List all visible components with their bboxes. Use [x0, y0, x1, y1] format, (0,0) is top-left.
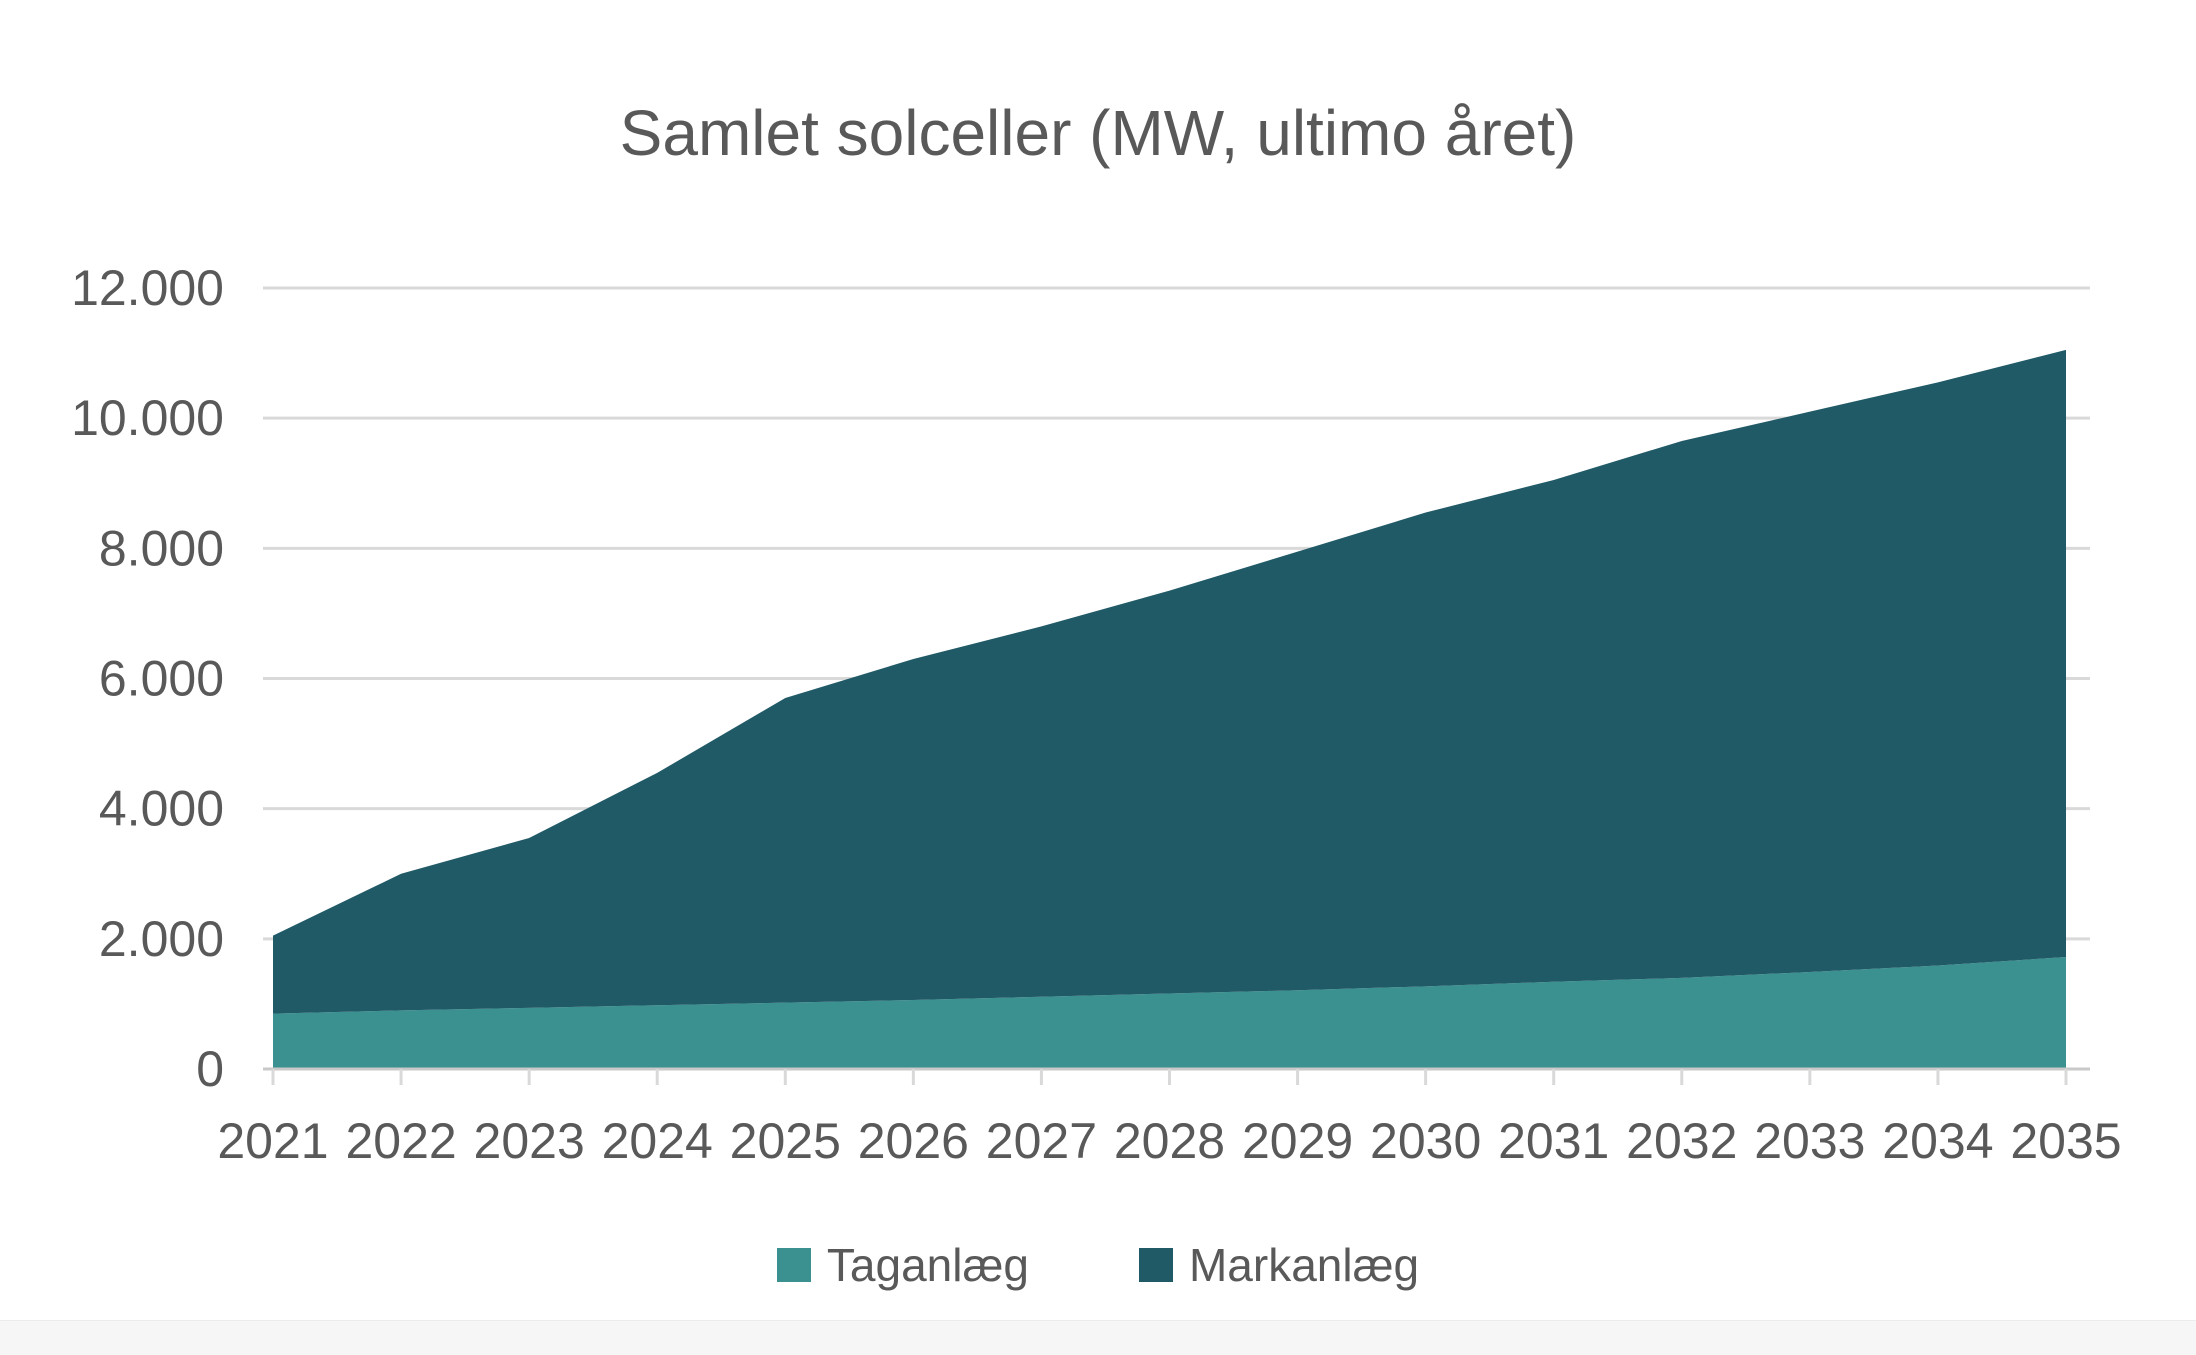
x-tick-label-2028: 2028: [1114, 1113, 1225, 1169]
x-tick-label-2030: 2030: [1370, 1113, 1481, 1169]
x-tick-label-2026: 2026: [858, 1113, 969, 1169]
window-edge: [0, 1320, 2196, 1355]
x-tick-label-2021: 2021: [217, 1113, 328, 1169]
legend-item-markanlaeg: Markanlæg: [1138, 1238, 1420, 1292]
x-tick-label-2033: 2033: [1754, 1113, 1865, 1169]
area-markanlaeg: [273, 349, 2066, 1014]
y-tick-label-10000: 10.000: [71, 390, 224, 446]
x-tick-label-2025: 2025: [730, 1113, 841, 1169]
y-tick-label-0: 0: [196, 1041, 224, 1097]
x-tick-label-2032: 2032: [1626, 1113, 1737, 1169]
x-tick-label-2034: 2034: [1882, 1113, 1993, 1169]
y-axis-labels: 0 2.000 4.000 6.000 8.000 10.000 12.000: [71, 260, 224, 1097]
legend-swatch-taganlaeg: [776, 1248, 811, 1282]
x-tick-label-2024: 2024: [602, 1113, 713, 1169]
y-tick-label-8000: 8.000: [99, 520, 224, 576]
x-axis-labels: 2021 2022 2023 2024 2025 2026 2027 2028 2029 2030…: [217, 1113, 2121, 1169]
chart-title: Samlet solceller (MW, ultimo året): [619, 97, 1577, 169]
legend-label-markanlaeg: Markanlæg: [1188, 1239, 1420, 1291]
y-tick-label-6000: 6.000: [99, 651, 224, 707]
legend: Taganlæg Markanlæg: [0, 1238, 2196, 1292]
area-taganlaeg: [273, 957, 2066, 1069]
legend-item-taganlaeg: Taganlæg: [776, 1238, 1029, 1292]
x-tick-label-2029: 2029: [1242, 1113, 1353, 1169]
legend-label-taganlaeg: Taganlæg: [826, 1239, 1029, 1291]
stacked-areas: [273, 349, 2066, 1069]
y-tick-label-4000: 4.000: [99, 781, 224, 837]
x-tick-label-2035: 2035: [2010, 1113, 2121, 1169]
y-tick-label-2000: 2.000: [99, 911, 224, 967]
x-tick-label-2023: 2023: [474, 1113, 585, 1169]
x-tick-label-2027: 2027: [986, 1113, 1097, 1169]
y-tick-label-12000: 12.000: [71, 260, 224, 316]
legend-swatch-markanlaeg: [1138, 1248, 1173, 1282]
x-tick-label-2022: 2022: [345, 1113, 456, 1169]
x-tick-label-2031: 2031: [1498, 1113, 1609, 1169]
x-axis: [263, 1067, 2090, 1085]
